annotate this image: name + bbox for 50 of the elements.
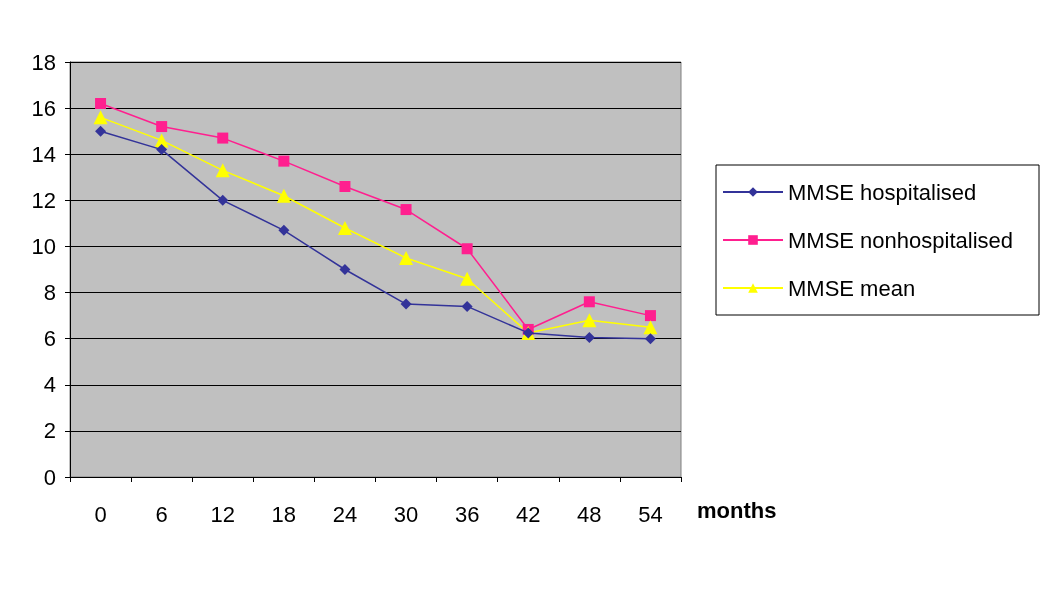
x-tick-label: 24	[332, 501, 358, 527]
point	[95, 98, 107, 109]
point	[276, 188, 291, 203]
x-tick-label: 12	[210, 501, 235, 527]
y-tick-label: 8	[43, 280, 56, 306]
x-tick-label: 0	[94, 501, 107, 527]
point	[278, 224, 290, 236]
y-tick-label: 2	[43, 418, 56, 444]
legend-label: MMSE mean	[788, 275, 916, 301]
y-tick-label: 6	[43, 326, 56, 352]
point	[217, 194, 229, 206]
y-tick-label: 16	[31, 95, 56, 121]
point	[644, 333, 656, 345]
legend-label: MMSE hospitalised	[788, 179, 977, 205]
point	[156, 144, 168, 156]
point	[461, 300, 473, 312]
x-tick-label: 48	[577, 501, 602, 527]
point	[95, 125, 107, 137]
point	[339, 181, 351, 192]
point	[644, 310, 656, 322]
point	[93, 110, 108, 125]
point	[460, 271, 475, 286]
x-tick-label: 42	[516, 501, 541, 527]
point	[399, 250, 414, 265]
x-tick-label: 30	[393, 501, 419, 527]
y-tick-label: 14	[31, 141, 56, 167]
point	[217, 132, 229, 144]
x-axis-title: months	[697, 497, 777, 523]
x-tick-label: 18	[271, 501, 297, 527]
x-tick-label: 54	[638, 501, 663, 527]
point	[156, 121, 168, 133]
point	[583, 296, 595, 308]
point	[400, 204, 412, 216]
legend-label: MMSE nonhospitalised	[788, 227, 1014, 253]
point	[583, 332, 595, 344]
y-tick-label: 4	[43, 372, 56, 398]
y-tick-label: 12	[31, 187, 56, 213]
y-tick-label: 10	[31, 233, 56, 259]
y-tick-label: 0	[43, 464, 56, 490]
x-tick-label: 36	[454, 501, 480, 527]
point	[461, 243, 473, 255]
point	[215, 163, 230, 178]
point	[582, 313, 597, 328]
x-tick-label: 6	[155, 501, 168, 527]
y-tick-label: 18	[31, 49, 56, 75]
point	[337, 221, 352, 235]
point	[400, 298, 412, 310]
point	[643, 320, 658, 335]
point	[278, 155, 290, 167]
point	[339, 264, 351, 275]
